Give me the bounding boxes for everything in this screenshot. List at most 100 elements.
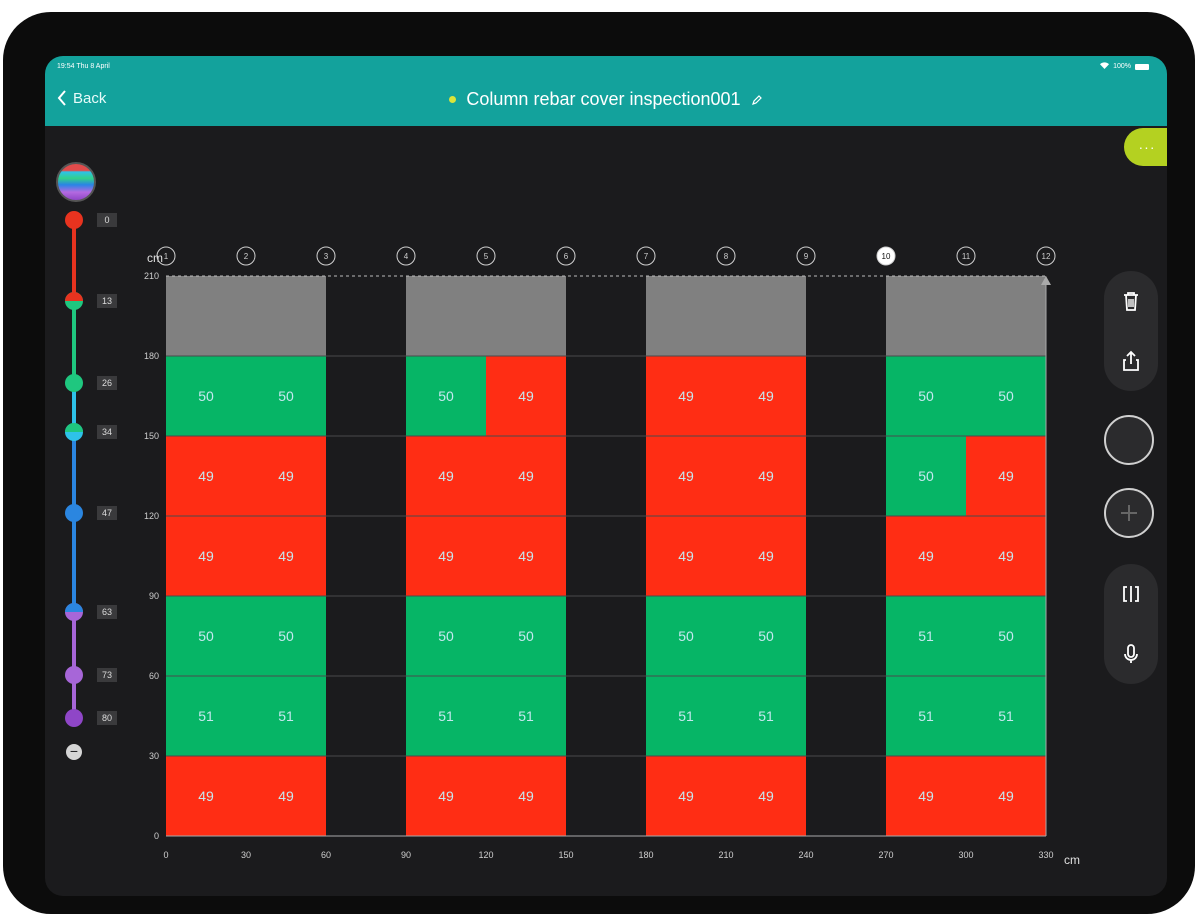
cell-37[interactable] — [726, 436, 806, 516]
plus-icon — [1121, 505, 1137, 521]
cell-24[interactable] — [166, 516, 246, 596]
cell-3[interactable] — [486, 756, 566, 836]
cell-13[interactable] — [726, 676, 806, 756]
cell-47[interactable] — [966, 356, 1046, 436]
share-icon[interactable] — [1119, 349, 1143, 373]
cell-8[interactable] — [166, 676, 246, 756]
cell-22[interactable] — [886, 596, 966, 676]
cell-15[interactable] — [966, 676, 1046, 756]
cell-2[interactable] — [406, 756, 486, 836]
status-time: 19:54 Thu 8 April — [57, 63, 110, 70]
app-screen: 19:54 Thu 8 April 100% Back Column rebar… — [45, 56, 1167, 896]
cell-48[interactable] — [166, 276, 326, 356]
cell-5[interactable] — [726, 756, 806, 836]
cell-32[interactable] — [166, 436, 246, 516]
x-tick-label: 60 — [321, 850, 331, 860]
cell-1[interactable] — [246, 756, 326, 836]
cell-29[interactable] — [726, 516, 806, 596]
column-marker-5[interactable] — [476, 246, 496, 266]
x-tick-label: 300 — [958, 850, 973, 860]
cell-36[interactable] — [646, 436, 726, 516]
cell-value: 49 — [518, 468, 534, 484]
cell-16[interactable] — [166, 596, 246, 676]
column-marker-12[interactable] — [1036, 246, 1056, 266]
cell-39[interactable] — [966, 436, 1046, 516]
cell-30[interactable] — [886, 516, 966, 596]
cell-value: 50 — [998, 628, 1014, 644]
cell-38[interactable] — [886, 436, 966, 516]
column-marker-2[interactable] — [236, 246, 256, 266]
cell-value: 49 — [918, 548, 934, 564]
cell-43[interactable] — [486, 356, 566, 436]
cell-42[interactable] — [406, 356, 486, 436]
record-button[interactable] — [1104, 415, 1154, 465]
cell-value: 51 — [918, 708, 934, 724]
column-marker-9[interactable] — [796, 246, 816, 266]
back-button[interactable]: Back — [57, 89, 106, 107]
scale-segment-green — [72, 301, 76, 387]
cell-26[interactable] — [406, 516, 486, 596]
cell-7[interactable] — [966, 756, 1046, 836]
cell-6[interactable] — [886, 756, 966, 836]
remove-threshold-button[interactable]: − — [66, 744, 82, 760]
cell-19[interactable] — [486, 596, 566, 676]
cell-35[interactable] — [486, 436, 566, 516]
scale-handle-73[interactable] — [65, 666, 83, 684]
cell-49[interactable] — [406, 276, 566, 356]
column-marker-4[interactable] — [396, 246, 416, 266]
cell-value: 49 — [438, 788, 454, 804]
cell-23[interactable] — [966, 596, 1046, 676]
cell-34[interactable] — [406, 436, 486, 516]
cell-20[interactable] — [646, 596, 726, 676]
more-options-button[interactable]: ··· — [1124, 128, 1167, 166]
microphone-icon[interactable] — [1119, 642, 1143, 666]
cell-17[interactable] — [246, 596, 326, 676]
cell-27[interactable] — [486, 516, 566, 596]
cell-4[interactable] — [646, 756, 726, 836]
cell-33[interactable] — [246, 436, 326, 516]
cell-value: 51 — [918, 628, 934, 644]
cell-40[interactable] — [166, 356, 246, 436]
column-marker-6[interactable] — [556, 246, 576, 266]
split-view-icon[interactable] — [1119, 582, 1143, 606]
scale-handle-26[interactable] — [65, 374, 83, 392]
color-scale-slider[interactable] — [45, 56, 105, 896]
column-marker-1[interactable] — [156, 246, 176, 266]
trash-icon[interactable] — [1119, 289, 1143, 313]
cell-9[interactable] — [246, 676, 326, 756]
cell-value: 50 — [278, 388, 294, 404]
cell-14[interactable] — [886, 676, 966, 756]
cell-46[interactable] — [886, 356, 966, 436]
cell-11[interactable] — [486, 676, 566, 756]
cell-12[interactable] — [646, 676, 726, 756]
cell-41[interactable] — [246, 356, 326, 436]
cell-21[interactable] — [726, 596, 806, 676]
cell-31[interactable] — [966, 516, 1046, 596]
column-marker-3[interactable] — [316, 246, 336, 266]
cell-10[interactable] — [406, 676, 486, 756]
cell-50[interactable] — [646, 276, 806, 356]
scale-handle-80[interactable] — [65, 709, 83, 727]
cell-18[interactable] — [406, 596, 486, 676]
column-marker-7[interactable] — [636, 246, 656, 266]
cell-28[interactable] — [646, 516, 726, 596]
scale-handle-47[interactable] — [65, 504, 83, 522]
cell-44[interactable] — [646, 356, 726, 436]
scale-handle-13-top — [65, 292, 83, 301]
cell-25[interactable] — [246, 516, 326, 596]
color-scale-icon[interactable] — [56, 162, 96, 202]
column-marker-11[interactable] — [956, 246, 976, 266]
cell-45[interactable] — [726, 356, 806, 436]
cell-0[interactable] — [166, 756, 246, 836]
cell-value: 49 — [438, 548, 454, 564]
add-button[interactable] — [1104, 488, 1154, 538]
scale-segment-cyan — [72, 387, 76, 432]
column-marker-8[interactable] — [716, 246, 736, 266]
column-marker-10[interactable] — [876, 246, 896, 266]
edit-icon[interactable] — [751, 94, 763, 106]
cell-value: 49 — [758, 548, 774, 564]
scale-handle-0[interactable] — [65, 211, 83, 229]
cell-51[interactable] — [886, 276, 1046, 356]
axis-arrow — [1041, 276, 1051, 285]
